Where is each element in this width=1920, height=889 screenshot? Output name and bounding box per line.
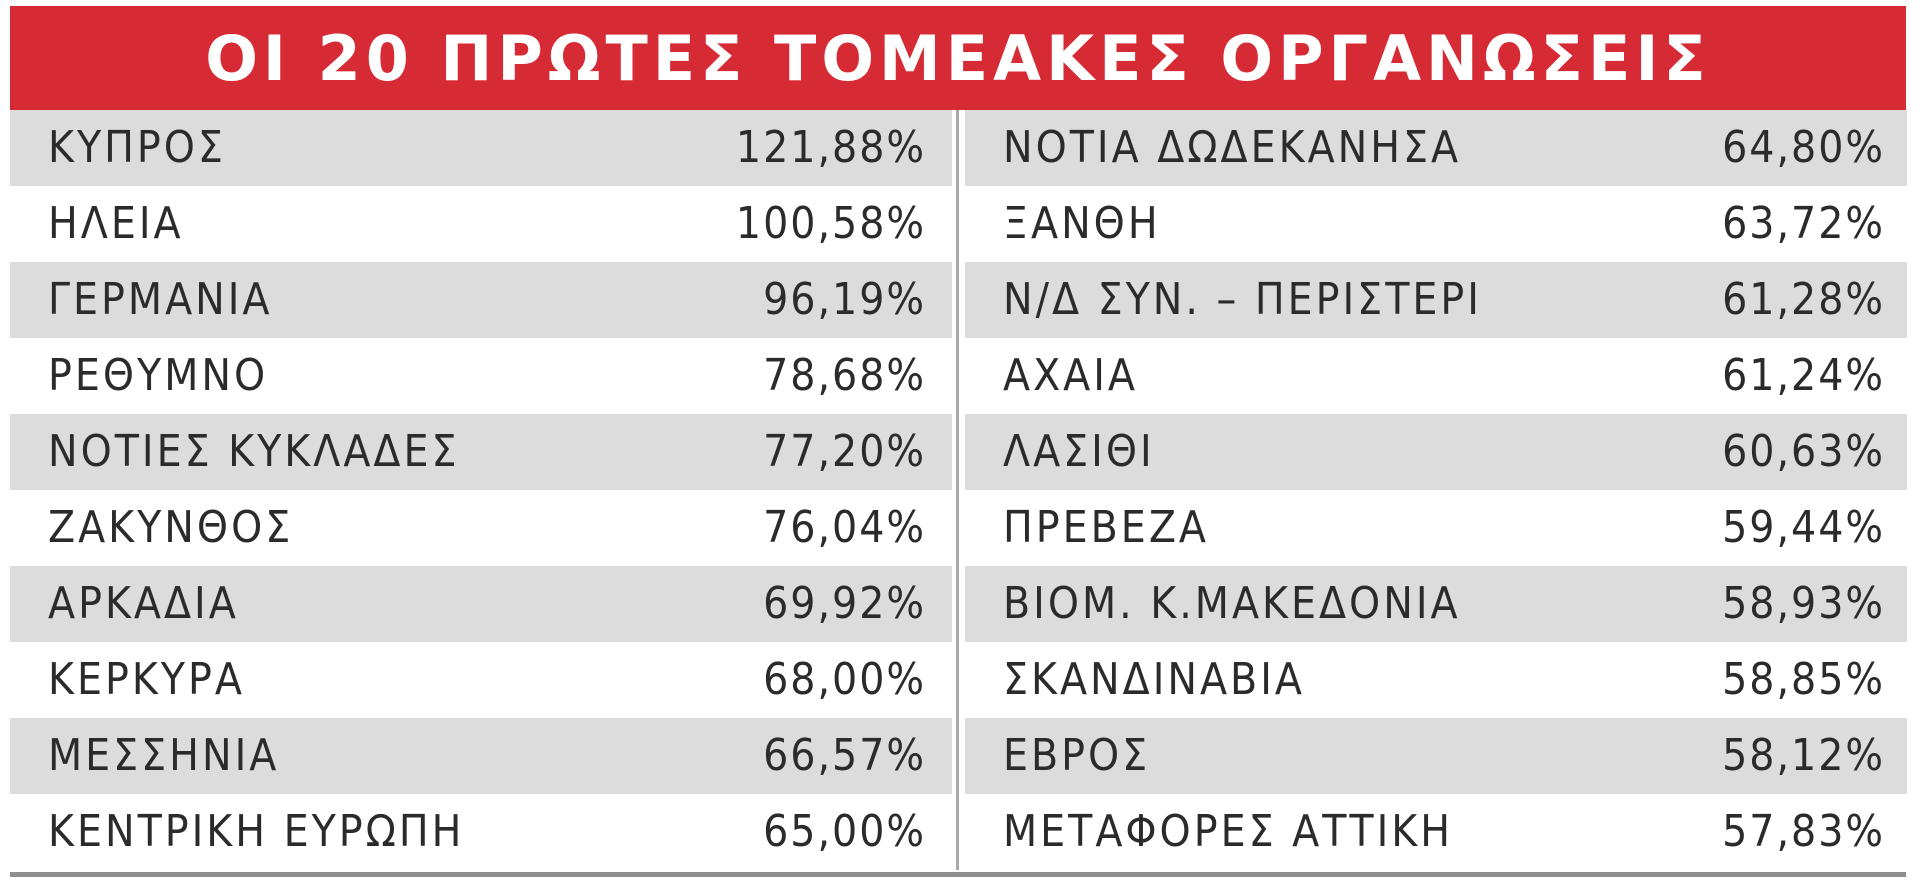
percentage-value: 66,57% — [763, 730, 926, 781]
table-title: ΟΙ 20 ΠΡΩΤΕΣ ΤΟΜΕΑΚΕΣ ΟΡΓΑΝΩΣΕΙΣ — [205, 21, 1711, 95]
table-row: ΓΕΡΜΑΝΙΑ 96,19% — [10, 262, 952, 338]
table-row: ΗΛΕΙΑ 100,58% — [10, 186, 952, 262]
ranking-column-left: ΚΥΠΡΟΣ 121,88% ΗΛΕΙΑ 100,58% ΓΕΡΜΑΝΙΑ 96,19% Ρ… — [10, 110, 952, 870]
ranking-column-right: ΝΟΤΙΑ ΔΩΔΕΚΑΝΗΣΑ 64,80% ΞΑΝΘΗ 63,72% Ν/Δ ΣΥΝ… — [965, 110, 1907, 870]
title-bar: ΟΙ 20 ΠΡΩΤΕΣ ΤΟΜΕΑΚΕΣ ΟΡΓΑΝΩΣΕΙΣ — [10, 6, 1906, 110]
percentage-value: 59,44% — [1722, 502, 1885, 553]
percentage-value: 76,04% — [763, 502, 926, 553]
percentage-value: 96,19% — [763, 274, 926, 325]
percentage-value: 60,63% — [1722, 426, 1885, 477]
organization-name: ΚΥΠΡΟΣ — [48, 122, 226, 173]
organization-name: ΒΙΟΜ. Κ.ΜΑΚΕΔΟΝΙΑ — [1003, 578, 1461, 629]
organization-name: ΜΕΣΣΗΝΙΑ — [48, 730, 280, 781]
ranking-table-figure: ΟΙ 20 ΠΡΩΤΕΣ ΤΟΜΕΑΚΕΣ ΟΡΓΑΝΩΣΕΙΣ ΚΥΠΡΟΣ 1… — [10, 6, 1907, 880]
percentage-value: 69,92% — [763, 578, 926, 629]
column-divider — [956, 110, 959, 870]
organization-name: ΑΧΑΙΑ — [1003, 350, 1138, 401]
table-row: ΣΚΑΝΔΙΝΑΒΙΑ 58,85% — [965, 642, 1907, 718]
percentage-value: 61,28% — [1722, 274, 1885, 325]
percentage-value: 68,00% — [763, 654, 926, 705]
table-row: ΞΑΝΘΗ 63,72% — [965, 186, 1907, 262]
table-row: ΝΟΤΙΑ ΔΩΔΕΚΑΝΗΣΑ 64,80% — [965, 110, 1907, 186]
percentage-value: 65,00% — [763, 806, 926, 857]
table-row: ΕΒΡΟΣ 58,12% — [965, 718, 1907, 794]
organization-name: ΞΑΝΘΗ — [1003, 198, 1161, 249]
table-row: ΡΕΘΥΜΝΟ 78,68% — [10, 338, 952, 414]
table-row: ΛΑΣΙΘΙ 60,63% — [965, 414, 1907, 490]
percentage-value: 61,24% — [1722, 350, 1885, 401]
table-row: ΚΕΝΤΡΙΚΗ ΕΥΡΩΠΗ 65,00% — [10, 794, 952, 870]
organization-name: ΕΒΡΟΣ — [1003, 730, 1151, 781]
organization-name: ΠΡΕΒΕΖΑ — [1003, 502, 1210, 553]
bottom-rule — [10, 872, 1906, 877]
table-row: ΚΕΡΚΥΡΑ 68,00% — [10, 642, 952, 718]
percentage-value: 100,58% — [735, 198, 926, 249]
organization-name: ΛΑΣΙΘΙ — [1003, 426, 1155, 477]
ranking-table: ΚΥΠΡΟΣ 121,88% ΗΛΕΙΑ 100,58% ΓΕΡΜΑΝΙΑ 96,19% Ρ… — [10, 110, 1907, 870]
organization-name: ΗΛΕΙΑ — [48, 198, 184, 249]
table-row: ΜΕΤΑΦΟΡΕΣ ΑΤΤΙΚΗ 57,83% — [965, 794, 1907, 870]
table-row: ΠΡΕΒΕΖΑ 59,44% — [965, 490, 1907, 566]
organization-name: ΚΕΡΚΥΡΑ — [48, 654, 245, 705]
percentage-value: 77,20% — [763, 426, 926, 477]
percentage-value: 121,88% — [735, 122, 926, 173]
percentage-value: 58,93% — [1722, 578, 1885, 629]
organization-name: ΑΡΚΑΔΙΑ — [48, 578, 239, 629]
percentage-value: 63,72% — [1722, 198, 1885, 249]
organization-name: ΜΕΤΑΦΟΡΕΣ ΑΤΤΙΚΗ — [1003, 806, 1453, 857]
table-row: ΜΕΣΣΗΝΙΑ 66,57% — [10, 718, 952, 794]
percentage-value: 58,12% — [1722, 730, 1885, 781]
organization-name: ΚΕΝΤΡΙΚΗ ΕΥΡΩΠΗ — [48, 806, 465, 857]
organization-name: ΣΚΑΝΔΙΝΑΒΙΑ — [1003, 654, 1305, 705]
table-row: ΑΧΑΙΑ 61,24% — [965, 338, 1907, 414]
table-row: ΚΥΠΡΟΣ 121,88% — [10, 110, 952, 186]
percentage-value: 78,68% — [763, 350, 926, 401]
organization-name: ΓΕΡΜΑΝΙΑ — [48, 274, 273, 325]
percentage-value: 57,83% — [1722, 806, 1885, 857]
table-row: ΖΑΚΥΝΘΟΣ 76,04% — [10, 490, 952, 566]
organization-name: Ν/Δ ΣΥΝ. – ΠΕΡΙΣΤΕΡΙ — [1003, 274, 1482, 325]
table-row: Ν/Δ ΣΥΝ. – ΠΕΡΙΣΤΕΡΙ 61,28% — [965, 262, 1907, 338]
organization-name: ΡΕΘΥΜΝΟ — [48, 350, 269, 401]
table-row: ΒΙΟΜ. Κ.ΜΑΚΕΔΟΝΙΑ 58,93% — [965, 566, 1907, 642]
organization-name: ΖΑΚΥΝΘΟΣ — [48, 502, 294, 553]
table-row: ΑΡΚΑΔΙΑ 69,92% — [10, 566, 952, 642]
organization-name: ΝΟΤΙΕΣ ΚΥΚΛΑΔΕΣ — [48, 426, 460, 477]
percentage-value: 64,80% — [1722, 122, 1885, 173]
percentage-value: 58,85% — [1722, 654, 1885, 705]
table-row: ΝΟΤΙΕΣ ΚΥΚΛΑΔΕΣ 77,20% — [10, 414, 952, 490]
organization-name: ΝΟΤΙΑ ΔΩΔΕΚΑΝΗΣΑ — [1003, 122, 1462, 173]
